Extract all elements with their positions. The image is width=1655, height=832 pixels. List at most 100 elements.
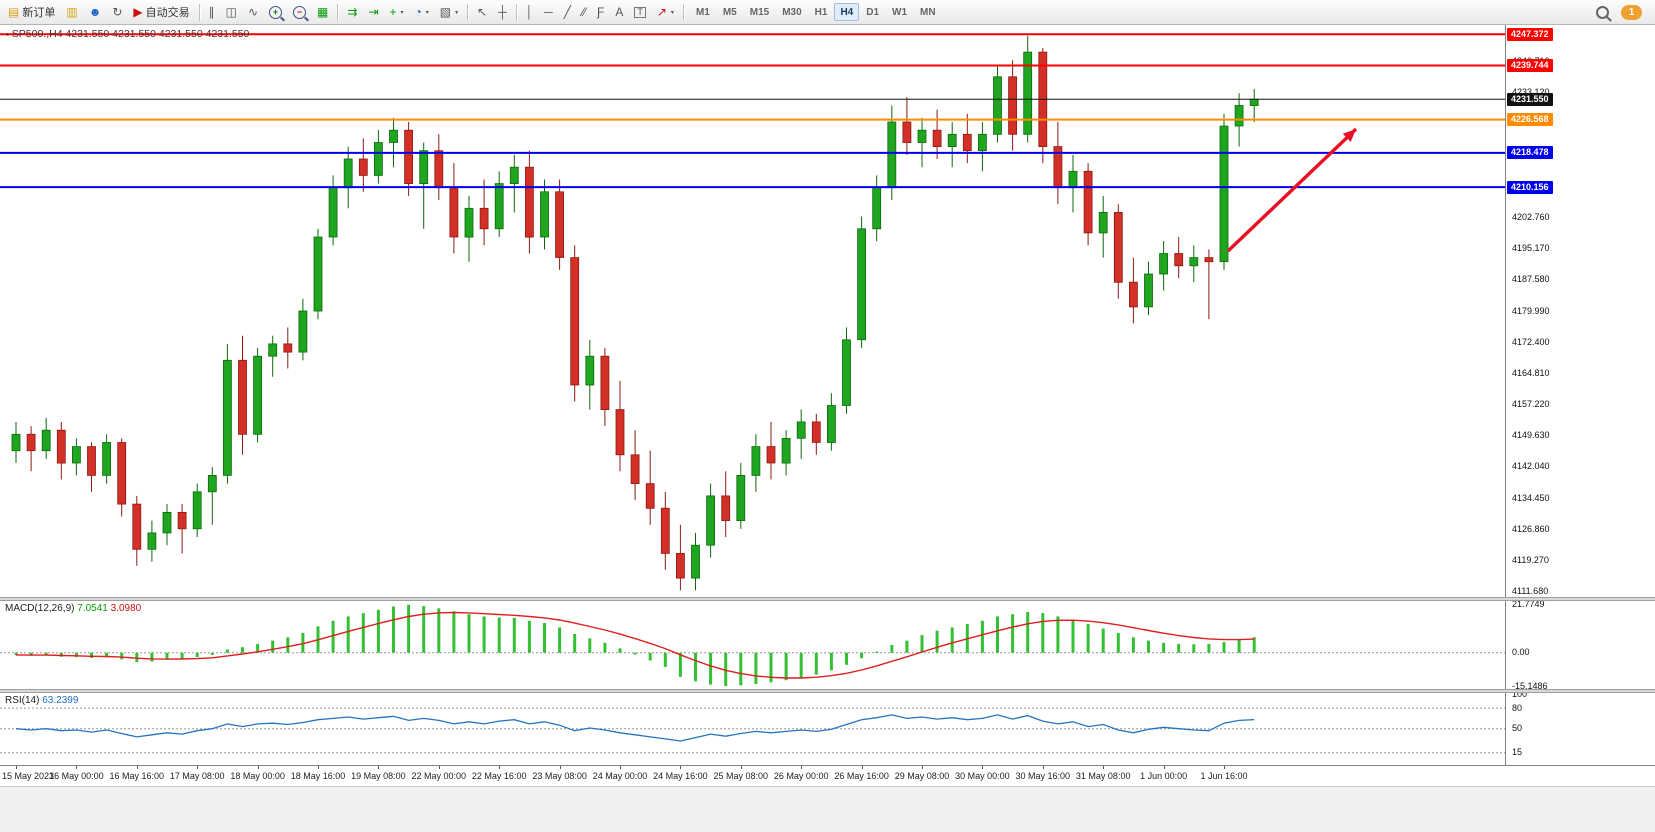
line-chart-button[interactable]: ∿ xyxy=(243,2,263,22)
time-axis-label: 26 May 00:00 xyxy=(773,771,829,781)
timeframe-m1[interactable]: M1 xyxy=(690,3,716,21)
arrows-tool-button[interactable]: ↗ ▾ xyxy=(652,2,679,22)
candlestick-chart-icon: ◫ xyxy=(225,5,237,19)
time-axis-label: 17 May 08:00 xyxy=(169,771,225,781)
macd-label: MACD(12,26,9) 7.0541 3.0980 xyxy=(5,603,141,614)
time-tick xyxy=(1224,766,1225,769)
price-line-badge: 4226.568 xyxy=(1507,113,1553,127)
annotation-arrow[interactable] xyxy=(1226,127,1358,253)
time-tick xyxy=(1042,766,1044,769)
vertical-line-button[interactable]: │ xyxy=(521,2,539,22)
notification-badge[interactable]: 1 xyxy=(1621,4,1642,20)
horizontal-line-button[interactable]: ─ xyxy=(539,2,558,22)
zoom-out-button[interactable]: − xyxy=(288,2,311,22)
tile-windows-icon: ▦ xyxy=(317,5,329,19)
new-order-icon: ▤ xyxy=(8,5,20,19)
toolbar-right: 1 xyxy=(1596,4,1652,20)
time-tick xyxy=(1103,766,1105,769)
time-tick xyxy=(620,766,621,769)
timeframe-h4[interactable]: H4 xyxy=(834,3,860,21)
price-axis-label: 4142.040 xyxy=(1512,461,1550,472)
text-tool-button[interactable]: A xyxy=(610,2,628,22)
market-watch-button[interactable]: ☻ xyxy=(84,2,107,22)
time-tick xyxy=(801,766,803,769)
arrow-tool-icon: ↗ xyxy=(656,5,667,19)
timeframe-group: M1 M5 M15 M30 H1 H4 D1 W1 MN xyxy=(690,3,942,21)
time-axis-label: 22 May 00:00 xyxy=(411,771,467,781)
pane-splitter[interactable] xyxy=(0,597,1655,601)
new-order-button[interactable]: ▤ 新订单 xyxy=(3,2,60,22)
chart-window-icon: ▥ xyxy=(66,5,78,19)
time-axis-label: 18 May 00:00 xyxy=(230,771,285,781)
price-axis[interactable]: 4240.7104233.1204225.5304217.9404210.350… xyxy=(1505,25,1655,597)
auto-scroll-button[interactable]: ⇉ xyxy=(342,2,362,22)
macd-pane[interactable]: MACD(12,26,9) 7.0541 3.0980 21.7749 0.00 -… xyxy=(0,601,1655,689)
time-axis-label: 31 May 08:00 xyxy=(1075,771,1131,781)
periods-button[interactable]: ◔ ▾ xyxy=(410,2,434,22)
refresh-button[interactable]: ↻ xyxy=(107,2,127,22)
indicators-button[interactable]: + ▾ xyxy=(385,2,409,22)
chart-shift-icon: ⇥ xyxy=(368,5,379,19)
time-axis-label: 22 May 16:00 xyxy=(471,771,527,781)
rsi-axis[interactable]: 100 80 50 15 xyxy=(1505,693,1655,765)
time-axis-label: 24 May 00:00 xyxy=(592,771,648,781)
price-line-badge: 4210.156 xyxy=(1507,180,1553,194)
line-chart-icon: ∿ xyxy=(247,5,259,19)
time-axis-label: 23 May 08:00 xyxy=(532,771,587,781)
candlestick-chart-button[interactable]: ◫ xyxy=(221,2,242,22)
macd-histogram xyxy=(14,604,1256,686)
timeframe-m5[interactable]: M5 xyxy=(717,3,743,21)
chevron-down-icon: ▾ xyxy=(455,9,459,16)
rsi-axis-label: 80 xyxy=(1512,702,1523,713)
tile-windows-button[interactable]: ▦ xyxy=(312,2,333,22)
timeframe-h1[interactable]: H1 xyxy=(809,3,834,21)
time-tick xyxy=(378,766,380,769)
trendline-button[interactable]: ╱ xyxy=(559,2,576,22)
candles xyxy=(11,35,1259,591)
price-line-badge: 4231.550 xyxy=(1507,92,1553,106)
horizontal-line-icon: ─ xyxy=(544,5,553,19)
channel-button[interactable]: ⁄⁄ xyxy=(577,2,591,22)
fibonacci-button[interactable]: Ƒ xyxy=(592,2,609,22)
price-axis-label: 4111.680 xyxy=(1512,586,1549,597)
price-axis-label: 4126.860 xyxy=(1512,523,1550,534)
timeframe-m30[interactable]: M30 xyxy=(776,3,807,21)
time-axis-label: 16 May 16:00 xyxy=(109,771,165,781)
pane-splitter[interactable] xyxy=(0,689,1655,693)
price-axis-label: 4233.120 xyxy=(1512,87,1550,98)
price-line-badge: 4239.744 xyxy=(1507,59,1553,72)
time-tick xyxy=(559,766,561,769)
macd-signal-value: 3.0980 xyxy=(110,603,142,614)
rsi-pane[interactable]: RSI(14) 63.2399 100 80 50 15 xyxy=(0,693,1655,765)
chart-shift-button[interactable]: ⇥ xyxy=(363,2,383,22)
time-axis-label: 1 Jun 16:00 xyxy=(1200,771,1248,781)
toolbar-separator xyxy=(337,3,339,21)
time-axis-label: 18 May 16:00 xyxy=(290,771,346,781)
time-tick xyxy=(16,766,17,769)
label-tool-button[interactable]: T xyxy=(629,2,651,22)
macd-axis[interactable]: 21.7749 0.00 -15.1486 xyxy=(1505,601,1655,689)
rsi-axis-label: 15 xyxy=(1512,747,1523,758)
rsi-label: RSI(14) 63.2399 xyxy=(5,695,78,706)
price-pane[interactable]: ▪ SP500.,H4 4231.550 4231.550 4231.550 4… xyxy=(0,25,1655,597)
cursor-button[interactable]: ↖ xyxy=(472,2,492,22)
templates-button[interactable]: ▧ ▾ xyxy=(435,2,463,22)
zoom-in-button[interactable]: + xyxy=(264,2,287,22)
timeframe-m15[interactable]: M15 xyxy=(744,3,775,21)
person-icon: ☻ xyxy=(88,5,102,19)
auto-scroll-icon: ⇉ xyxy=(347,5,358,19)
crosshair-button[interactable]: ┼ xyxy=(493,2,512,22)
time-tick xyxy=(136,766,138,769)
text-tool-icon: A xyxy=(615,5,624,19)
timeframe-d1[interactable]: D1 xyxy=(860,3,885,21)
timeframe-w1[interactable]: W1 xyxy=(886,3,913,21)
search-icon[interactable] xyxy=(1596,5,1609,19)
time-axis-label: 24 May 16:00 xyxy=(653,771,708,781)
charts-window-button[interactable]: ▥ xyxy=(61,2,82,22)
bars-chart-button[interactable]: ∥ xyxy=(204,2,220,22)
autotrade-button[interactable]: ▶ 自动交易 xyxy=(128,2,194,22)
macd-axis-label: 21.7749 xyxy=(1512,601,1545,610)
time-axis-label: 15 May 2023 xyxy=(2,771,55,781)
time-axis[interactable]: 15 May 2023 16 May 00:00 16 May 16:00 17 Ma… xyxy=(0,765,1655,786)
timeframe-mn[interactable]: MN xyxy=(914,3,942,21)
